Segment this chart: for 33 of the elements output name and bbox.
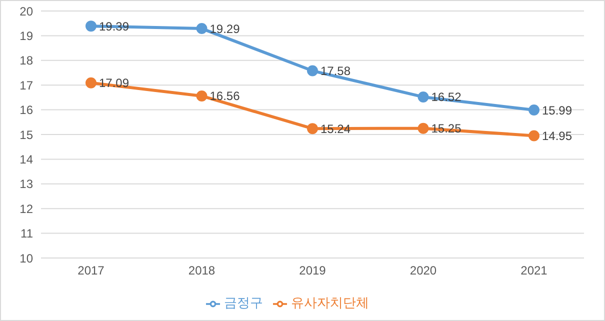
point	[418, 122, 429, 134]
data-label: 19.29	[210, 22, 240, 36]
point	[307, 123, 318, 134]
point	[528, 130, 540, 142]
y-tick-label: 14	[20, 152, 34, 166]
y-tick-label: 11	[20, 226, 34, 241]
data-label: 17.58	[320, 64, 351, 78]
point	[418, 91, 429, 102]
y-tick-label: 18	[20, 54, 34, 68]
point	[86, 20, 96, 32]
x-tick-label: 2018	[188, 264, 216, 278]
data-label: 15.99	[542, 103, 572, 118]
y-tick-label: 13	[20, 177, 34, 192]
legend-label: 유사자치단체	[291, 295, 369, 310]
point	[86, 77, 96, 88]
x-tick-label: 2020	[410, 264, 437, 278]
point	[196, 90, 208, 102]
y-tick-label: 15	[20, 128, 34, 142]
point	[196, 23, 208, 34]
legend-label: 금정구	[224, 295, 263, 310]
y-tick-label: 20	[20, 4, 34, 18]
x-tick-label: 2021	[520, 264, 548, 278]
y-tick-label: 10	[20, 251, 34, 266]
y-tick-label: 12	[20, 202, 34, 216]
point	[528, 104, 540, 116]
x-tick-label: 2019	[299, 264, 326, 278]
y-tick-label: 19	[20, 28, 34, 43]
data-label: 14.95	[542, 128, 572, 143]
x-tick-label: 2017	[78, 264, 105, 278]
data-label: 16.56	[210, 89, 240, 104]
y-tick-label: 17	[20, 78, 34, 92]
y-tick-label: 16	[20, 103, 34, 118]
point	[307, 65, 318, 76]
